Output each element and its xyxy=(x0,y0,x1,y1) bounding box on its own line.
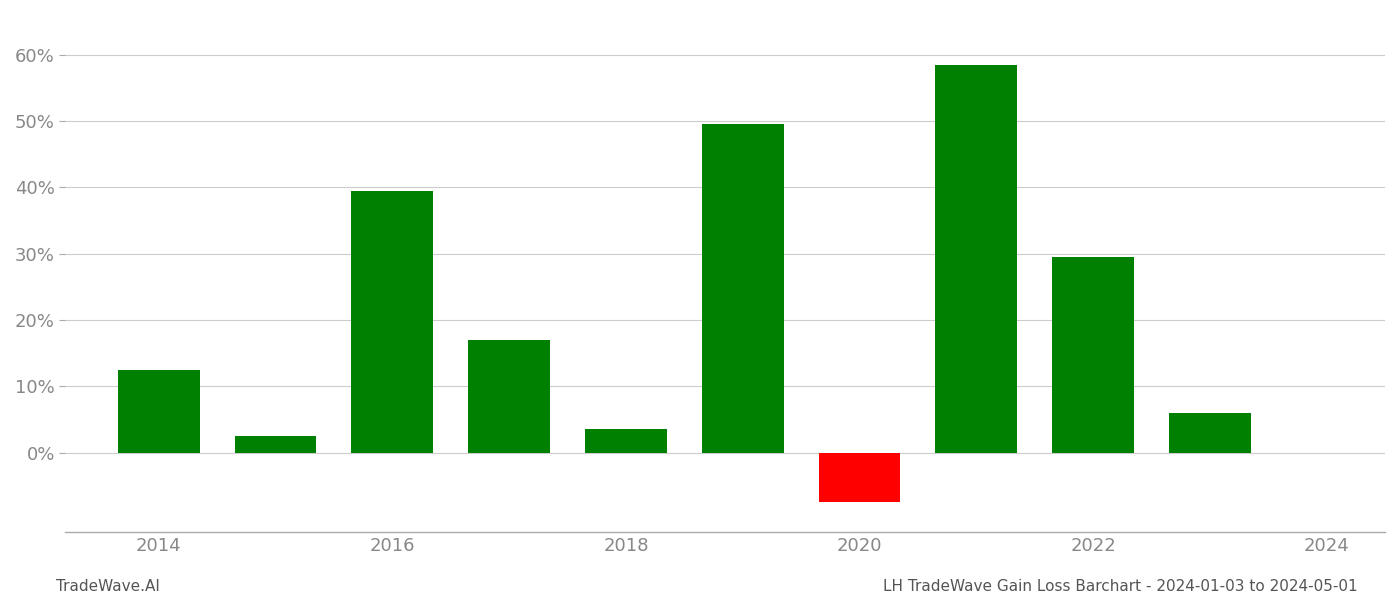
Text: TradeWave.AI: TradeWave.AI xyxy=(56,579,160,594)
Bar xyxy=(819,452,900,502)
Bar xyxy=(935,65,1018,452)
Bar xyxy=(351,191,433,452)
Bar xyxy=(1169,413,1250,452)
Bar xyxy=(118,370,200,452)
Bar xyxy=(1053,257,1134,452)
Text: LH TradeWave Gain Loss Barchart - 2024-01-03 to 2024-05-01: LH TradeWave Gain Loss Barchart - 2024-0… xyxy=(883,579,1358,594)
Bar xyxy=(468,340,550,452)
Bar xyxy=(585,430,666,452)
Bar xyxy=(235,436,316,452)
Bar xyxy=(701,124,784,452)
